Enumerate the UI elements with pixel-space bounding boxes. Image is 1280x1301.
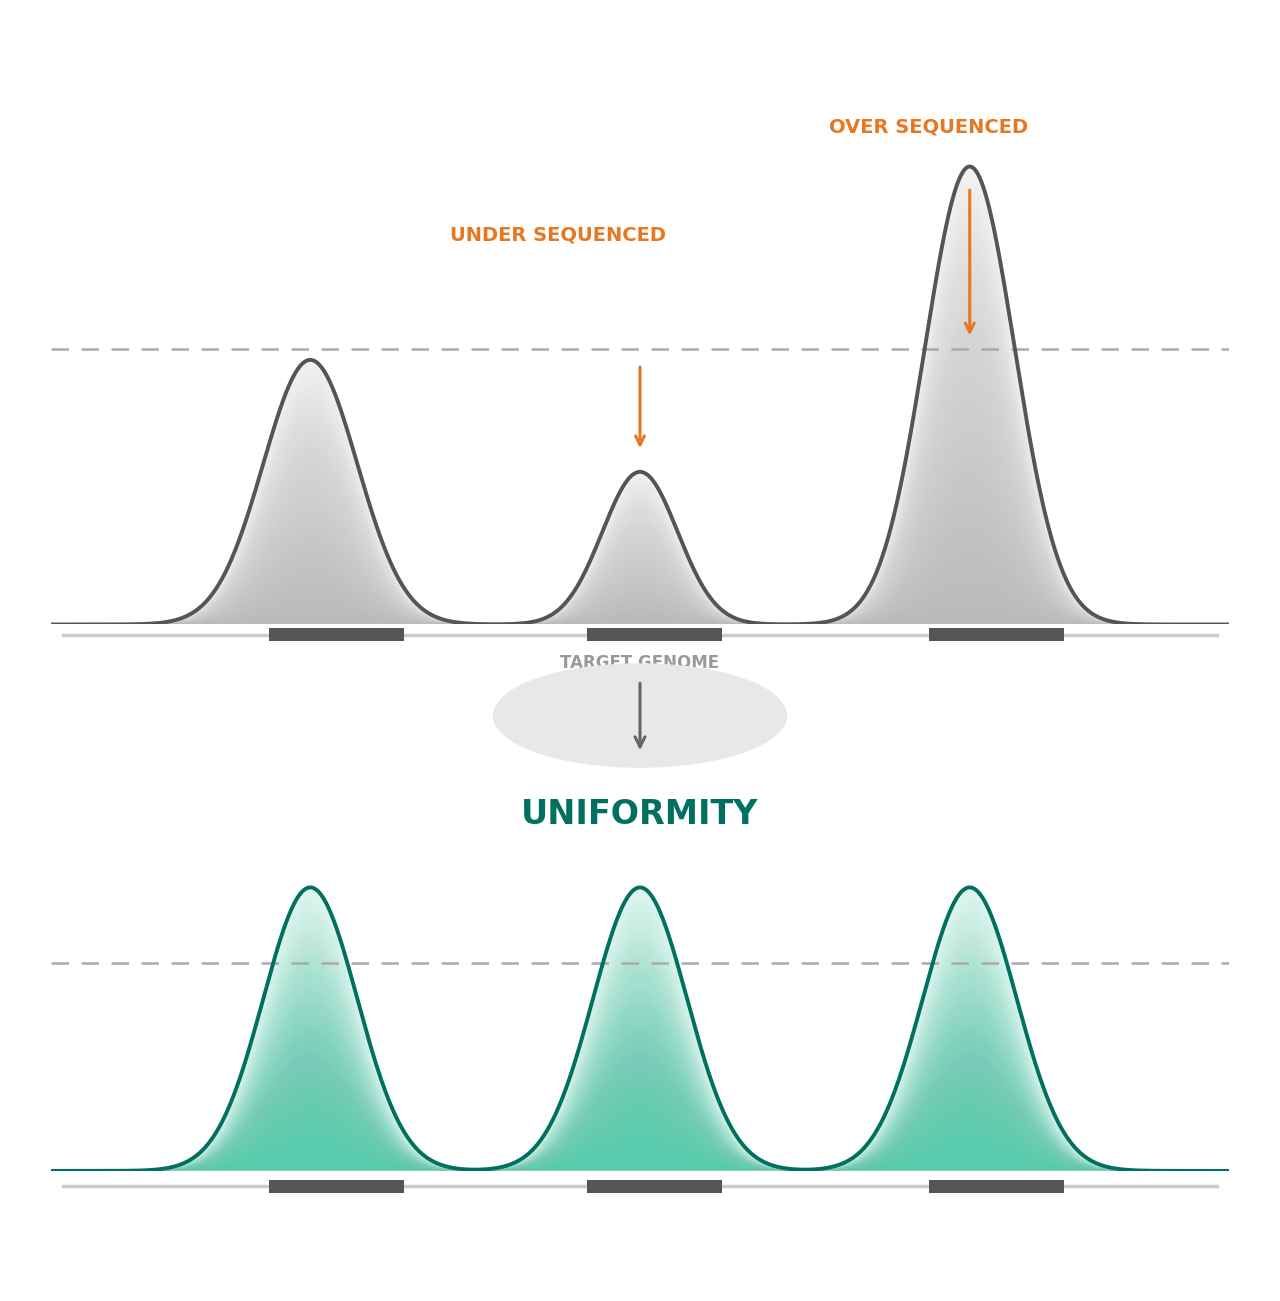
Polygon shape — [51, 1124, 1229, 1171]
Polygon shape — [51, 1081, 1229, 1171]
Text: OVER SEQUENCED: OVER SEQUENCED — [829, 117, 1028, 137]
Polygon shape — [51, 1072, 1229, 1171]
Polygon shape — [51, 1128, 1229, 1171]
Polygon shape — [51, 887, 1229, 1171]
Polygon shape — [51, 1110, 1229, 1171]
Text: UNIFORMITY: UNIFORMITY — [521, 798, 759, 830]
Bar — [928, 1180, 1064, 1193]
Polygon shape — [51, 1138, 1229, 1171]
Bar — [269, 628, 404, 641]
Polygon shape — [51, 167, 1229, 624]
Bar — [588, 628, 722, 641]
Text: UNDER SEQUENCED: UNDER SEQUENCED — [449, 225, 666, 245]
Polygon shape — [51, 1157, 1229, 1171]
Polygon shape — [51, 1101, 1229, 1171]
Polygon shape — [51, 1162, 1229, 1171]
Polygon shape — [51, 1090, 1229, 1171]
Text: TARGET GENOME: TARGET GENOME — [561, 654, 719, 673]
Polygon shape — [51, 1067, 1229, 1171]
Bar — [269, 1180, 404, 1193]
Bar — [928, 628, 1064, 641]
Polygon shape — [494, 664, 786, 768]
Polygon shape — [51, 1114, 1229, 1171]
Polygon shape — [51, 1147, 1229, 1171]
Polygon shape — [51, 1133, 1229, 1171]
Polygon shape — [51, 1151, 1229, 1171]
Bar — [588, 1180, 722, 1193]
Polygon shape — [51, 1095, 1229, 1171]
Polygon shape — [51, 1086, 1229, 1171]
Polygon shape — [51, 1105, 1229, 1171]
Polygon shape — [51, 1142, 1229, 1171]
Polygon shape — [51, 1076, 1229, 1171]
Polygon shape — [51, 1119, 1229, 1171]
Polygon shape — [51, 1166, 1229, 1171]
